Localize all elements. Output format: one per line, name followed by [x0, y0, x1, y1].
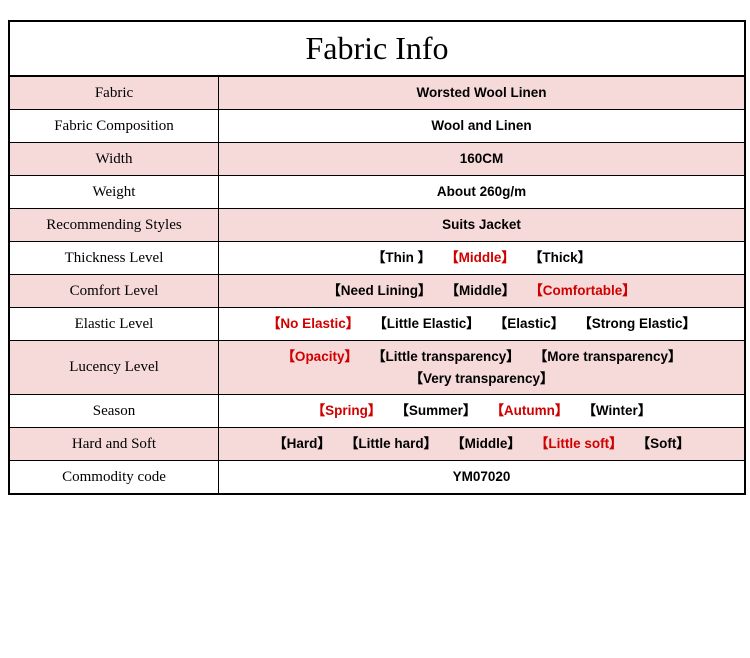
row-label: Commodity code	[10, 461, 219, 493]
option: 【Hard】	[273, 433, 331, 455]
option: 【Thin 】	[372, 247, 431, 269]
row-label: Thickness Level	[10, 242, 219, 274]
row-value: Suits Jacket	[219, 209, 744, 241]
option: 【Comfortable】	[529, 280, 636, 302]
option: 【Middle】	[445, 247, 515, 269]
option: 【Little soft】	[535, 433, 623, 455]
fabric-info-table: Fabric Info FabricWorsted Wool LinenFabr…	[8, 20, 746, 495]
row-value: 160CM	[219, 143, 744, 175]
option: 【Middle】	[451, 433, 521, 455]
row-value: 【Opacity】【Little transparency】【More tran…	[219, 341, 744, 394]
option: 【No Elastic】	[267, 313, 359, 335]
table-row: Season【Spring】【Summer】【Autumn】【Winter】	[10, 395, 744, 428]
row-value-text: About 260g/m	[437, 181, 526, 203]
option: 【Strong Elastic】	[578, 313, 696, 335]
option: 【Summer】	[395, 400, 476, 422]
table-row: Fabric Worsted Wool Linen	[10, 77, 744, 110]
row-label: Fabric Composition	[10, 110, 219, 142]
option: 【Autumn】	[490, 400, 568, 422]
row-label: Weight	[10, 176, 219, 208]
row-label: Hard and Soft	[10, 428, 219, 460]
row-value-text: YM07020	[453, 466, 511, 488]
option: 【Little hard】	[345, 433, 437, 455]
table-row: Comfort Level【Need Lining】【Middle】【Comfo…	[10, 275, 744, 308]
row-value-text: Wool and Linen	[431, 115, 531, 137]
row-value: 【Need Lining】【Middle】【Comfortable】	[219, 275, 744, 307]
option: 【Need Lining】	[327, 280, 431, 302]
option: 【Spring】	[312, 400, 382, 422]
table-row: Hard and Soft【Hard】【Little hard】【Middle】…	[10, 428, 744, 461]
row-value-text: 160CM	[460, 148, 504, 170]
row-label: Recommending Styles	[10, 209, 219, 241]
option: 【Very transparency】	[409, 368, 553, 390]
option: 【Soft】	[637, 433, 690, 455]
option: 【Opacity】	[281, 346, 358, 368]
row-label: Lucency Level	[10, 341, 219, 394]
table-row: Lucency Level【Opacity】【Little transparen…	[10, 341, 744, 395]
row-value-text: Worsted Wool Linen	[417, 82, 547, 104]
option: 【Little Elastic】	[373, 313, 480, 335]
row-label: Season	[10, 395, 219, 427]
option: 【Thick】	[529, 247, 591, 269]
row-label: Elastic Level	[10, 308, 219, 340]
table-row: Fabric Composition Wool and Linen	[10, 110, 744, 143]
table-row: Thickness Level【Thin 】【Middle】【Thick】	[10, 242, 744, 275]
option: 【Elastic】	[494, 313, 565, 335]
table-title: Fabric Info	[10, 22, 744, 77]
table-row: Elastic Level【No Elastic】【Little Elastic…	[10, 308, 744, 341]
row-value: Wool and Linen	[219, 110, 744, 142]
option: 【Winter】	[582, 400, 651, 422]
row-value: 【No Elastic】【Little Elastic】【Elastic】【St…	[219, 308, 744, 340]
option: 【Middle】	[445, 280, 515, 302]
row-label: Width	[10, 143, 219, 175]
table-row: Commodity code YM07020	[10, 461, 744, 493]
row-value: 【Thin 】【Middle】【Thick】	[219, 242, 744, 274]
row-value: 【Spring】【Summer】【Autumn】【Winter】	[219, 395, 744, 427]
option: 【More transparency】	[534, 346, 682, 368]
row-value-text: Suits Jacket	[442, 214, 521, 236]
row-label: Fabric	[10, 77, 219, 109]
row-value: Worsted Wool Linen	[219, 77, 744, 109]
row-label: Comfort Level	[10, 275, 219, 307]
table-rows: Fabric Worsted Wool Linen Fabric Compositi…	[10, 77, 744, 493]
row-value: About 260g/m	[219, 176, 744, 208]
row-value: 【Hard】【Little hard】【Middle】【Little soft】…	[219, 428, 744, 460]
option: 【Little transparency】	[372, 346, 520, 368]
table-row: Width 160CM	[10, 143, 744, 176]
table-row: Weight About 260g/m	[10, 176, 744, 209]
table-row: Recommending Styles Suits Jacket	[10, 209, 744, 242]
row-value: YM07020	[219, 461, 744, 493]
